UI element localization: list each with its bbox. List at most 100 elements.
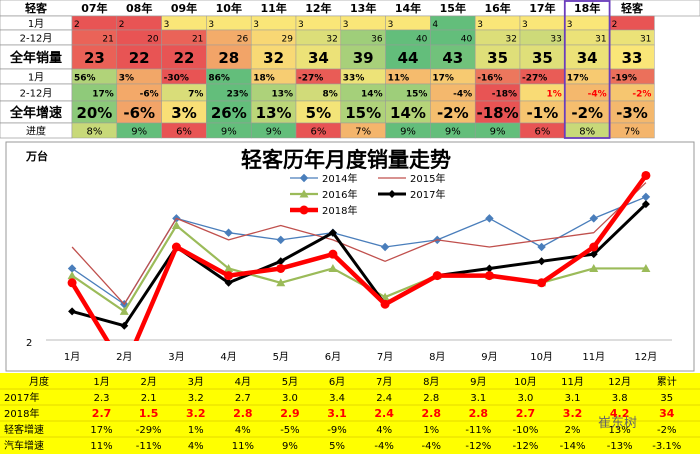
- top-cell-value: 36: [371, 35, 383, 45]
- top-cell-value: 3%: [171, 104, 196, 122]
- data-point: [276, 235, 285, 245]
- legend-marker: [388, 190, 396, 198]
- top-cell-value: 31: [595, 35, 606, 45]
- top-cell-value: 8%: [323, 90, 338, 100]
- top-cell-value: 33: [622, 49, 643, 67]
- bottom-cell-value: 4%: [376, 425, 392, 436]
- bottom-cell-value: 3.1: [470, 393, 486, 404]
- top-row-label: 全年销量: [9, 50, 62, 66]
- top-header-cell: 17年: [529, 1, 555, 15]
- top-cell-value: -2%: [437, 104, 469, 122]
- x-tick-label: 7月: [377, 351, 393, 363]
- top-cell-value: -27%: [298, 74, 323, 84]
- data-point: [119, 306, 129, 315]
- top-cell-value: 22: [174, 49, 195, 67]
- bottom-header-cell: 8月: [423, 376, 439, 388]
- top-cell-value: 9%: [445, 127, 461, 138]
- top-row-label: 进度: [26, 125, 46, 138]
- data-point: [224, 263, 234, 272]
- bottom-cell-value: 2.7: [516, 407, 536, 420]
- top-cell-value: 5%: [306, 104, 331, 122]
- top-row-label: 全年增速: [9, 105, 62, 121]
- bottom-cell-value: 4%: [235, 425, 251, 436]
- bottom-cell-value: 2.4: [374, 407, 394, 420]
- legend-marker: [299, 189, 309, 198]
- bottom-header-cell: 10月: [514, 376, 537, 388]
- data-point: [328, 228, 337, 237]
- top-cell-value: 86%: [208, 74, 230, 84]
- data-point: [67, 271, 77, 280]
- data-point: [484, 271, 494, 281]
- top-header-cell: 14年: [395, 1, 421, 15]
- data-point: [224, 228, 233, 237]
- top-cell-value: 20%: [76, 104, 112, 122]
- bottom-row-label: 轻客增速: [4, 423, 44, 436]
- bottom-header-cell: 累计: [657, 375, 677, 388]
- top-cell-value: 26%: [211, 104, 247, 122]
- top-header-cell: 11年: [260, 1, 286, 15]
- top-cell-value: 17%: [92, 90, 114, 100]
- chart-title: 轻客历年月度销量走势: [241, 148, 451, 172]
- data-point: [68, 307, 77, 316]
- bottom-cell-value: 1.5: [139, 407, 159, 420]
- data-point: [276, 257, 285, 266]
- top-cell-value: -4%: [453, 90, 472, 100]
- bottom-row-label: 2017年: [4, 391, 39, 404]
- top-cell-value: 3: [388, 20, 394, 30]
- series-line: [71, 224, 646, 313]
- top-header-cell: 07年: [81, 1, 107, 15]
- top-header-cell: 08年: [126, 1, 152, 15]
- top-cell-value: 17%: [432, 74, 454, 84]
- bottom-cell-value: -3.1%: [652, 441, 681, 452]
- bottom-cell-value: 13%: [609, 425, 631, 436]
- bottom-cell-value: 5%: [329, 441, 345, 452]
- bottom-header-cell: 4月: [235, 376, 251, 388]
- data-point: [276, 278, 286, 287]
- top-cell-value: 26: [237, 35, 249, 45]
- top-cell-value: 17%: [567, 74, 589, 84]
- bottom-header-cell: 2月: [140, 376, 156, 388]
- data-point: [641, 263, 651, 272]
- top-cell-value: -27%: [522, 74, 547, 84]
- bottom-cell-value: 3.2: [186, 407, 206, 420]
- series-line: [71, 202, 647, 328]
- top-cell-value: -1%: [527, 104, 559, 122]
- data-point: [380, 299, 390, 309]
- top-cell: [161, 44, 207, 70]
- bottom-cell-value: 4%: [188, 441, 204, 452]
- bottom-cell-value: 35: [660, 393, 673, 404]
- top-cell-value: 44: [398, 49, 419, 67]
- data-point: [328, 249, 338, 259]
- top-cell-value: 32: [506, 35, 517, 45]
- top-row-label: 1月: [28, 18, 44, 30]
- bottom-cell-value: 2.7: [92, 407, 112, 420]
- data-point: [485, 214, 494, 223]
- bottom-header-cell: 12月: [608, 376, 631, 388]
- bottom-header-cell: 月度: [29, 375, 49, 388]
- top-header-cell: 15年: [440, 1, 466, 15]
- bottom-cell-value: -5%: [280, 425, 299, 436]
- top-cell-value: 34: [577, 49, 598, 67]
- data-point: [589, 263, 599, 272]
- bottom-cell-value: 3.2: [188, 393, 204, 404]
- top-cell-value: -16%: [477, 74, 502, 84]
- top-cell-value: 7%: [355, 127, 371, 138]
- bottom-cell-value: 2.9: [280, 407, 300, 420]
- x-tick-label: 4月: [220, 351, 236, 363]
- bottom-cell-value: -2%: [657, 425, 676, 436]
- bottom-table-bg: [0, 373, 700, 454]
- top-cell: [609, 44, 655, 70]
- data-point: [171, 242, 181, 252]
- data-point: [328, 263, 338, 272]
- top-cell-value: 8%: [86, 127, 102, 138]
- top-cell-value: 13%: [271, 90, 293, 100]
- top-header-cell: 轻客: [25, 1, 48, 15]
- top-cell-value: 3%: [119, 74, 134, 84]
- top-cell-value: 3: [164, 20, 170, 30]
- top-cell-value: 2: [612, 20, 618, 30]
- top-cell-value: 28: [218, 49, 239, 67]
- bottom-cell-value: 3.0: [282, 393, 298, 404]
- data-point: [276, 263, 286, 273]
- x-tick-label: 10月: [530, 351, 553, 363]
- bottom-header-cell: 5月: [282, 376, 298, 388]
